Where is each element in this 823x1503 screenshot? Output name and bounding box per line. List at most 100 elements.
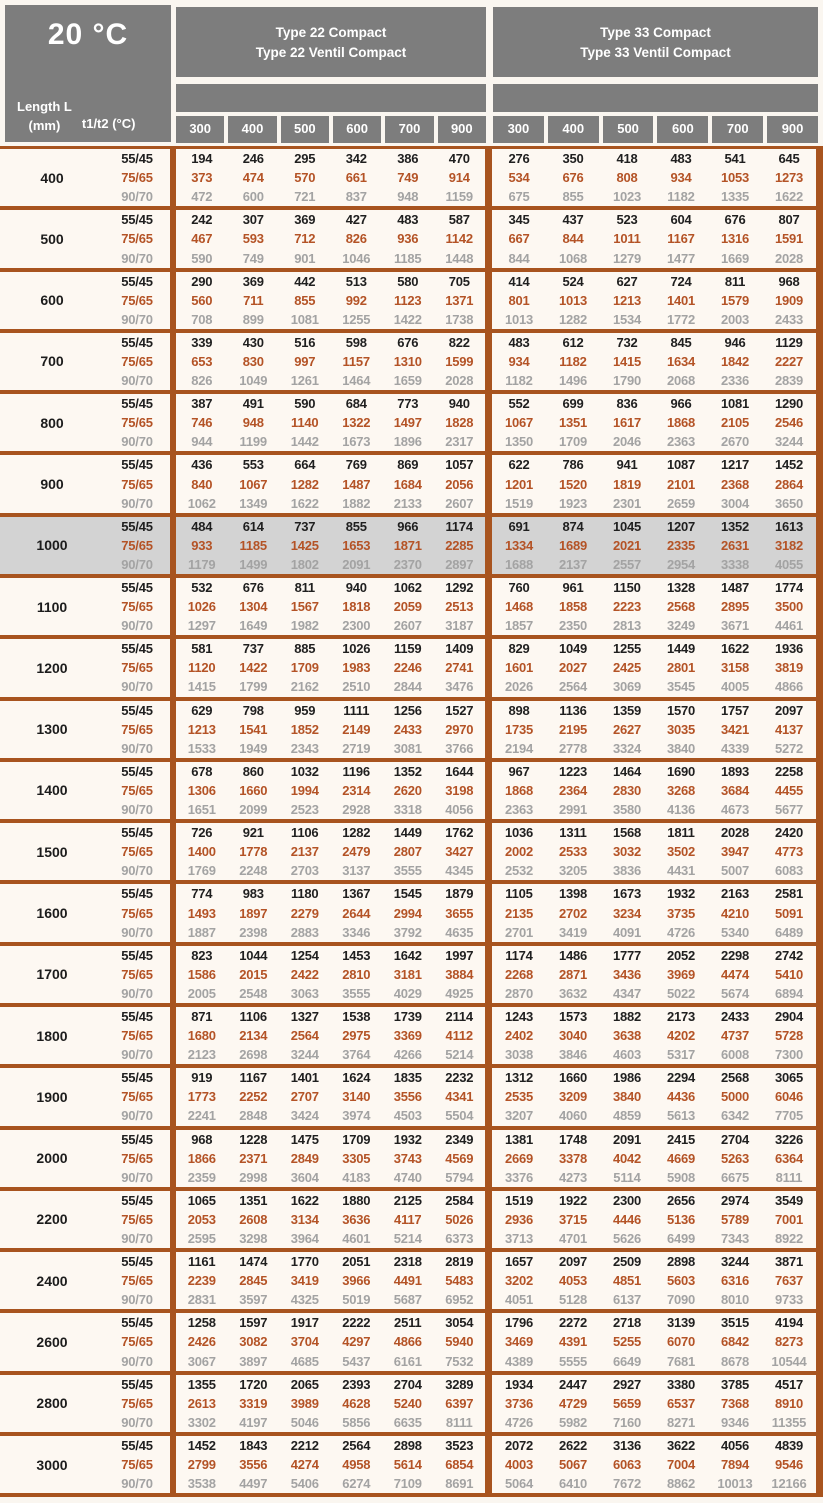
output-value-cell: 3004 — [720, 495, 750, 511]
output-value-cell: 2097 — [774, 702, 804, 718]
output-value-cell: 2801 — [666, 660, 696, 676]
output-value-cell: 5982 — [558, 1414, 588, 1430]
output-value-cell: 691 — [508, 518, 530, 534]
output-value-cell: 2991 — [558, 802, 588, 818]
output-value-cell: 2849 — [290, 1150, 319, 1166]
output-value-cell: 1617 — [612, 415, 642, 431]
output-value-cell: 4051 — [504, 1292, 534, 1308]
temp-pair-label: 90/70 — [121, 189, 153, 205]
length-label: 1500 — [36, 843, 68, 860]
temp-row-90-70: 90/70 1769 2248 2703 3137 3555 4345 2532 3205 383… — [0, 861, 823, 881]
output-value-cell: 4726 — [666, 924, 696, 940]
output-value-cell: 2162 — [290, 679, 319, 695]
output-value-cell: 6537 — [666, 1395, 696, 1411]
output-value-cell: 9346 — [720, 1414, 750, 1430]
temp-row-75-65: 75/65 2239 2845 3419 3966 4491 5483 3202 4053 485… — [0, 1271, 823, 1291]
output-value-cell: 1415 — [612, 353, 642, 369]
temp-pair-label: 55/45 — [121, 273, 153, 289]
output-value-cell: 194 — [191, 151, 213, 167]
output-value-cell: 8111 — [775, 1169, 803, 1185]
temp-row-55-45: 55/45 823 1044 1254 1453 1642 1997 1174 1486 1777… — [0, 945, 823, 965]
output-value-cell: 622 — [508, 457, 530, 473]
output-value-cell: 4273 — [558, 1169, 588, 1185]
temp-pair-label: 90/70 — [121, 1231, 153, 1247]
output-value-cell: 1207 — [666, 518, 696, 534]
temp-row-75-65: 75/65 1773 2252 2707 3140 3556 4341 2535 3209 384… — [0, 1087, 823, 1107]
output-value-cell: 7894 — [720, 1457, 750, 1473]
output-value-cell: 6046 — [774, 1089, 804, 1105]
output-value-cell: 10013 — [717, 1476, 753, 1492]
temp-pair-label: 90/70 — [121, 250, 153, 266]
temp-row-90-70: 90/70 2123 2698 3244 3764 4266 5214 3038 3846 460… — [0, 1045, 823, 1065]
vertical-divider — [485, 922, 492, 942]
output-value-cell: 2425 — [612, 660, 642, 676]
vertical-divider — [485, 1393, 492, 1413]
output-value-cell: 2137 — [290, 844, 319, 860]
output-value-cell: 3234 — [612, 905, 642, 921]
output-value-cell: 2704 — [393, 1376, 422, 1392]
output-value-cell: 1087 — [666, 457, 696, 473]
length-label: 3000 — [36, 1456, 68, 1473]
output-value-cell: 811 — [724, 273, 746, 289]
output-value-cell: 1982 — [290, 618, 319, 634]
temp-row-55-45: 55/45 290 369 442 513 580 705 414 524 627 724 811 96… — [0, 271, 823, 291]
output-value-cell: 3684 — [720, 782, 750, 798]
temp-row-55-45: 55/45 1161 1474 1770 2051 2318 2819 1657 2097 250… — [0, 1252, 823, 1272]
temp-pair-label: 75/65 — [121, 353, 153, 369]
length-block-2800: 2800 55/45 1355 1720 2065 2393 2704 3289 1934 244… — [0, 1374, 823, 1436]
output-value-cell: 1852 — [290, 721, 319, 737]
output-value-cell: 7705 — [774, 1108, 804, 1124]
t1t2-column-label: t1/t2 (°C) — [81, 116, 136, 131]
output-value-cell: 1351 — [558, 415, 588, 431]
output-value-cell: 1081 — [290, 311, 319, 327]
output-value-cell: 4053 — [558, 1273, 588, 1289]
column-header-height-400: 400 — [547, 116, 599, 143]
output-value-cell: 3671 — [720, 618, 750, 634]
output-value-cell: 1359 — [612, 702, 642, 718]
output-value-cell: 1057 — [445, 457, 474, 473]
output-value-cell: 1255 — [342, 311, 371, 327]
temp-pair-label: 55/45 — [121, 1070, 153, 1086]
temp-row-75-65: 75/65 2426 3082 3704 4297 4866 5940 3469 4391 525… — [0, 1332, 823, 1352]
temp-pair-label: 75/65 — [121, 415, 153, 431]
temp-row-90-70: 90/70 2595 3298 3964 4601 5214 6373 3713 4701 562… — [0, 1228, 823, 1249]
vertical-divider — [170, 577, 176, 598]
output-value-cell: 2105 — [720, 415, 750, 431]
output-value-cell: 6635 — [393, 1414, 422, 1430]
output-value-cell: 968 — [191, 1131, 213, 1147]
vertical-divider — [485, 639, 492, 659]
output-value-cell: 5483 — [445, 1273, 474, 1289]
output-value-cell: 1659 — [393, 373, 422, 389]
output-value-cell: 749 — [397, 170, 419, 186]
output-value-cell: 1917 — [290, 1315, 319, 1331]
output-value-cell: 1322 — [342, 415, 371, 431]
output-value-cell: 1425 — [290, 537, 319, 553]
output-value-cell: 570 — [294, 170, 316, 186]
length-block-800: 800 55/45 387 491 590 684 773 940 552 699 836 966 10… — [0, 394, 823, 456]
output-value-cell: 774 — [191, 886, 213, 902]
vertical-divider — [485, 1068, 492, 1088]
output-value-cell: 2622 — [558, 1437, 588, 1453]
output-value-cell: 2363 — [504, 802, 534, 818]
output-value-cell: 1497 — [393, 415, 422, 431]
output-value-cell: 1828 — [445, 415, 474, 431]
vertical-divider — [816, 1068, 823, 1088]
temp-row-90-70: 90/70 1179 1499 1802 2091 2370 2897 1688 2137 255… — [0, 554, 823, 574]
output-value-cell: 560 — [191, 292, 213, 308]
output-value-cell: 5019 — [342, 1292, 371, 1308]
vertical-divider — [170, 1374, 176, 1394]
output-value-cell: 8111 — [445, 1414, 473, 1430]
output-value-cell: 2702 — [558, 905, 588, 921]
output-value-cell: 553 — [242, 457, 264, 473]
temp-pair-label: 55/45 — [121, 825, 153, 841]
output-value-cell: 4601 — [342, 1231, 371, 1247]
temp-pair-label: 90/70 — [121, 495, 153, 511]
vertical-divider — [485, 1332, 492, 1352]
output-value-cell: 1316 — [720, 231, 750, 247]
length-block-500: 500 55/45 242 307 369 427 483 587 345 437 523 604 67… — [0, 210, 823, 272]
vertical-divider — [816, 761, 823, 781]
output-value-cell: 3419 — [558, 924, 588, 940]
output-value-cell: 1196 — [342, 763, 371, 779]
output-value-cell: 2091 — [342, 556, 371, 572]
output-value-cell: 3840 — [612, 1089, 642, 1105]
